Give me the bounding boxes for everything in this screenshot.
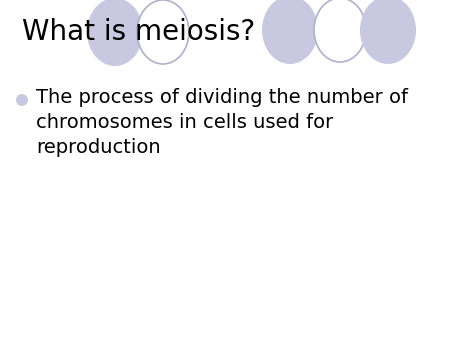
Text: What is meiosis?: What is meiosis? [22, 18, 255, 46]
Ellipse shape [137, 0, 189, 64]
Ellipse shape [87, 0, 143, 66]
Ellipse shape [360, 0, 416, 64]
Ellipse shape [314, 0, 366, 62]
Circle shape [16, 94, 28, 106]
Text: The process of dividing the number of
chromosomes in cells used for
reproduction: The process of dividing the number of ch… [36, 88, 408, 157]
Ellipse shape [262, 0, 318, 64]
